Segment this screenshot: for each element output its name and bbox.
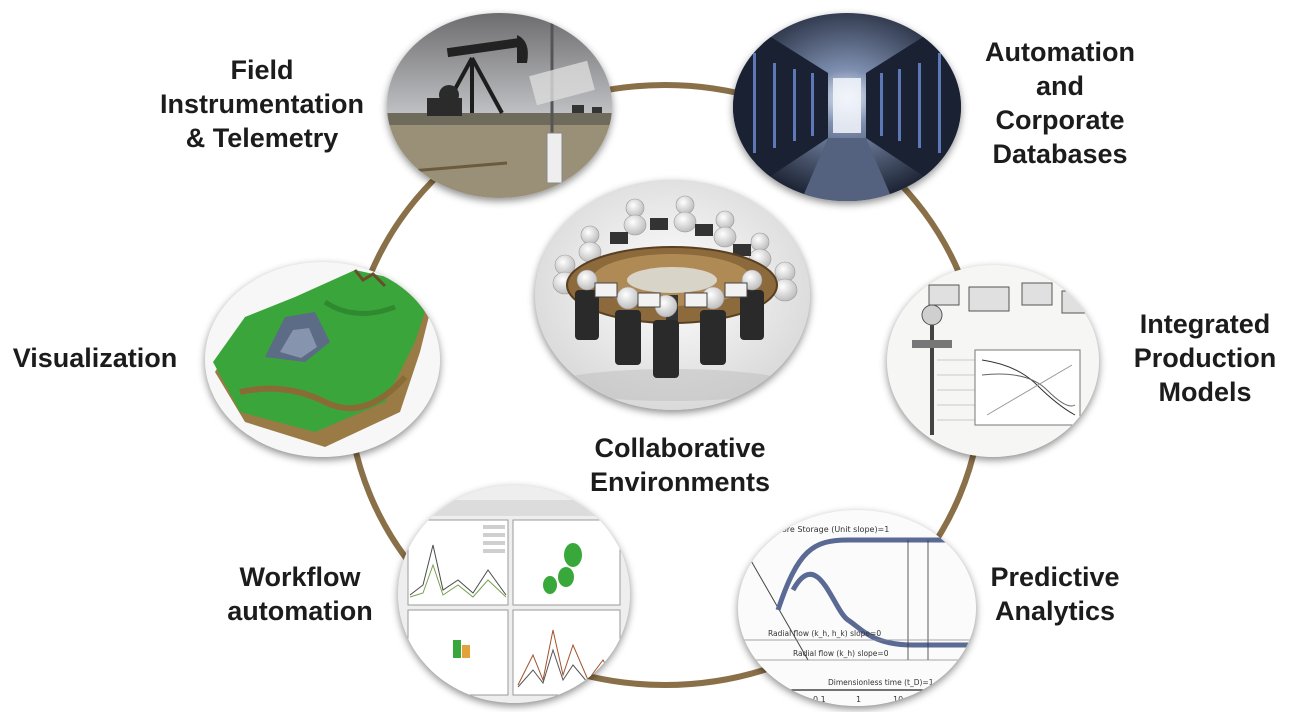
- integrated-label-line: Production: [1133, 343, 1277, 373]
- plot-annotation-radial-1: Radial flow (k_h, h_k) slope=0: [768, 629, 881, 638]
- plot-tick-label: 1: [856, 695, 861, 704]
- field-label-line: Instrumentation: [159, 89, 364, 119]
- center-label-line: Environments: [589, 467, 771, 497]
- predictive-plot-image: Wellbore Storage (Unit slope)=1 Radial f…: [738, 510, 976, 706]
- automation-label: Automation and Corporate Databases: [960, 35, 1160, 171]
- field-instrumentation-image: [387, 13, 612, 198]
- field-label: Field Instrumentation & Telemetry: [142, 53, 382, 155]
- plot-tick-label: 0.1: [813, 695, 826, 704]
- predictive-label: Predictive Analytics: [965, 560, 1145, 628]
- integrated-label: Integrated Production Models: [1110, 307, 1300, 409]
- predictive-label-line: Analytics: [994, 596, 1116, 626]
- automation-label-line: Corporate: [995, 105, 1125, 135]
- workflow-label-line: Workflow: [239, 562, 361, 592]
- automation-label-line: Databases: [992, 139, 1128, 169]
- plot-annotation-radial-2: Radial flow (k_h) slope=0: [793, 649, 889, 658]
- server-room-image: [733, 13, 961, 201]
- workflow-label: Workflow automation: [205, 560, 395, 628]
- visualization-label: Visualization: [0, 341, 190, 375]
- center-collaboration-image: [535, 180, 810, 410]
- workflow-label-line: automation: [227, 596, 373, 626]
- terrain-visualization-image: [205, 262, 440, 457]
- plot-annotation-bottom-axis: Dimensionless time (t_D)=1: [828, 678, 934, 687]
- integrated-label-line: Integrated: [1139, 309, 1271, 339]
- center-label-line: Collaborative: [594, 433, 766, 463]
- workflow-dashboard-image: [398, 485, 630, 703]
- wellbore-schematic-image: [887, 265, 1099, 457]
- center-label: Collaborative Environments: [565, 431, 795, 499]
- visualization-label-line: Visualization: [12, 343, 178, 373]
- automation-label-line: and: [1035, 71, 1084, 101]
- predictive-label-line: Predictive: [990, 562, 1120, 592]
- plot-annotation-storage: Wellbore Storage (Unit slope)=1: [760, 525, 889, 534]
- field-label-line: & Telemetry: [185, 123, 339, 153]
- field-label-line: Field: [230, 55, 294, 85]
- automation-label-line: Automation: [985, 37, 1135, 67]
- plot-tick-label: 10: [893, 695, 903, 704]
- integrated-label-line: Models: [1158, 377, 1252, 407]
